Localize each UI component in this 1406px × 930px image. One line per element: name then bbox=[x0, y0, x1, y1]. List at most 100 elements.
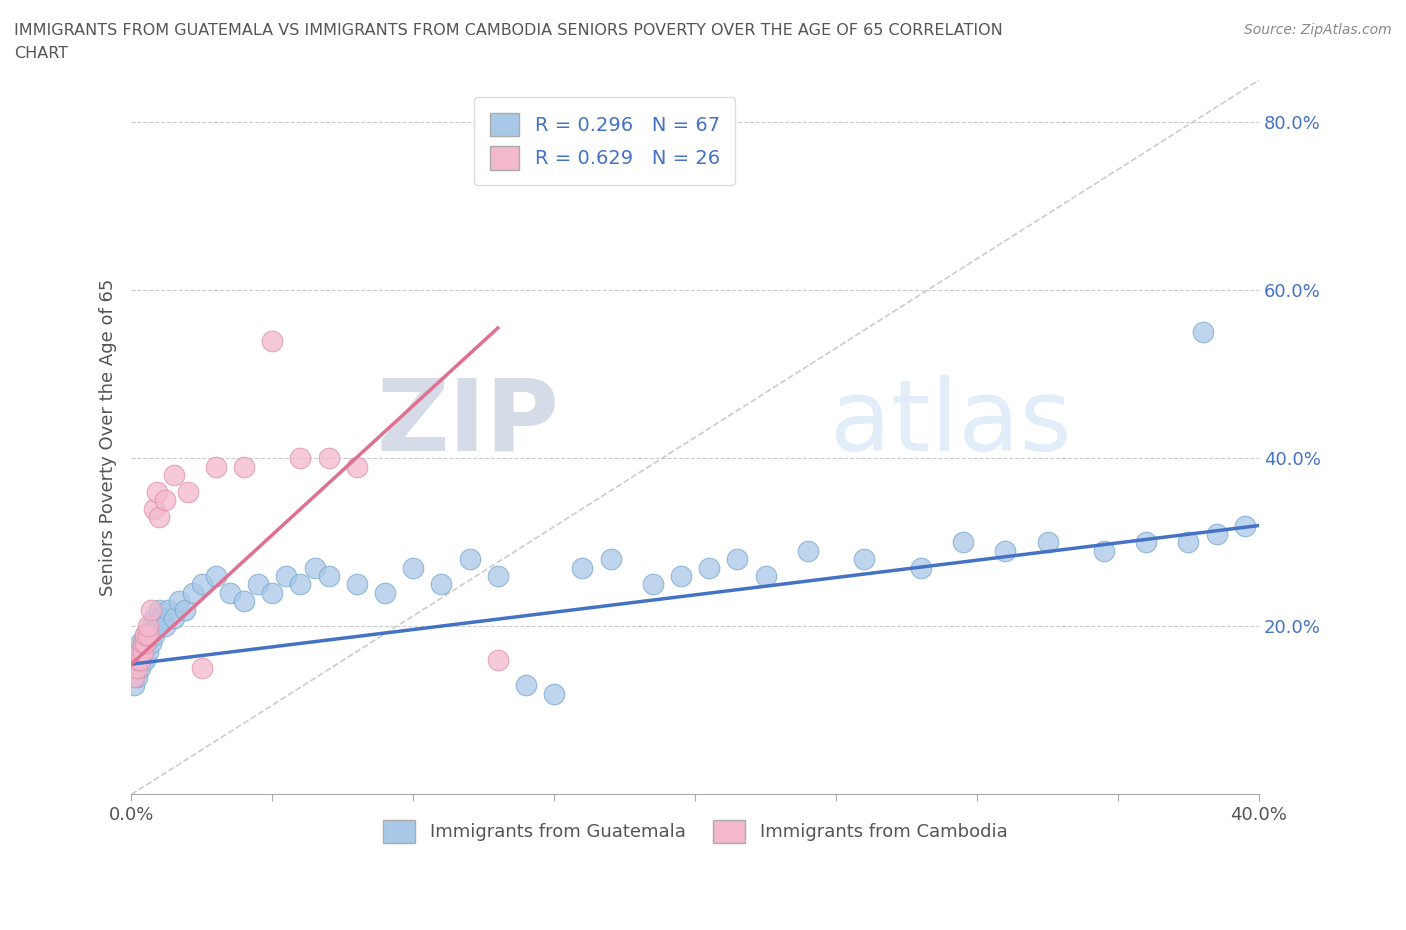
Point bbox=[205, 459, 228, 474]
Point bbox=[125, 670, 148, 684]
Point bbox=[910, 560, 932, 575]
Point bbox=[1205, 526, 1227, 541]
Text: CHART: CHART bbox=[14, 46, 67, 61]
Point bbox=[755, 568, 778, 583]
Point bbox=[145, 485, 167, 499]
Point bbox=[276, 568, 298, 583]
Point bbox=[162, 468, 184, 483]
Point bbox=[139, 602, 162, 617]
Point bbox=[125, 653, 148, 668]
Point bbox=[167, 593, 190, 608]
Point bbox=[219, 585, 242, 600]
Point bbox=[486, 568, 509, 583]
Point bbox=[1135, 535, 1157, 550]
Point bbox=[139, 619, 162, 634]
Point bbox=[1191, 325, 1213, 339]
Point bbox=[134, 653, 156, 668]
Point bbox=[318, 568, 340, 583]
Point bbox=[599, 551, 621, 566]
Point bbox=[797, 543, 820, 558]
Point bbox=[262, 333, 284, 348]
Point bbox=[131, 644, 153, 659]
Point bbox=[515, 678, 537, 693]
Point bbox=[1177, 535, 1199, 550]
Point bbox=[262, 585, 284, 600]
Point bbox=[233, 459, 256, 474]
Point bbox=[571, 560, 593, 575]
Point bbox=[374, 585, 396, 600]
Point bbox=[486, 653, 509, 668]
Point bbox=[134, 628, 156, 643]
Point bbox=[205, 568, 228, 583]
Point bbox=[150, 611, 173, 626]
Point bbox=[697, 560, 720, 575]
Point bbox=[136, 628, 159, 643]
Point bbox=[136, 628, 159, 643]
Point bbox=[122, 678, 145, 693]
Point bbox=[139, 636, 162, 651]
Point bbox=[156, 602, 179, 617]
Point bbox=[543, 686, 565, 701]
Point bbox=[142, 501, 165, 516]
Point bbox=[128, 644, 150, 659]
Point bbox=[134, 636, 156, 651]
Text: IMMIGRANTS FROM GUATEMALA VS IMMIGRANTS FROM CAMBODIA SENIORS POVERTY OVER THE A: IMMIGRANTS FROM GUATEMALA VS IMMIGRANTS … bbox=[14, 23, 1002, 38]
Point bbox=[1092, 543, 1115, 558]
Point bbox=[131, 636, 153, 651]
Point bbox=[134, 628, 156, 643]
Point bbox=[173, 602, 195, 617]
Point bbox=[233, 593, 256, 608]
Legend: Immigrants from Guatemala, Immigrants from Cambodia: Immigrants from Guatemala, Immigrants fr… bbox=[375, 813, 1015, 850]
Point bbox=[641, 577, 664, 591]
Point bbox=[125, 653, 148, 668]
Point bbox=[1233, 518, 1256, 533]
Point bbox=[125, 661, 148, 676]
Point bbox=[131, 653, 153, 668]
Point bbox=[148, 510, 170, 525]
Point bbox=[136, 619, 159, 634]
Point bbox=[304, 560, 326, 575]
Point bbox=[190, 661, 212, 676]
Point bbox=[145, 619, 167, 634]
Y-axis label: Seniors Poverty Over the Age of 65: Seniors Poverty Over the Age of 65 bbox=[100, 279, 117, 596]
Text: ZIP: ZIP bbox=[377, 375, 560, 472]
Point bbox=[346, 577, 368, 591]
Point bbox=[128, 653, 150, 668]
Point bbox=[131, 644, 153, 659]
Point bbox=[134, 636, 156, 651]
Point bbox=[136, 644, 159, 659]
Point bbox=[122, 670, 145, 684]
Point bbox=[458, 551, 481, 566]
Point bbox=[142, 611, 165, 626]
Point bbox=[176, 485, 198, 499]
Point bbox=[181, 585, 204, 600]
Point bbox=[128, 644, 150, 659]
Point bbox=[125, 644, 148, 659]
Point bbox=[290, 451, 312, 466]
Point bbox=[430, 577, 453, 591]
Point bbox=[290, 577, 312, 591]
Point bbox=[669, 568, 692, 583]
Text: Source: ZipAtlas.com: Source: ZipAtlas.com bbox=[1244, 23, 1392, 37]
Point bbox=[128, 636, 150, 651]
Point bbox=[725, 551, 748, 566]
Point bbox=[952, 535, 974, 550]
Point bbox=[318, 451, 340, 466]
Point bbox=[148, 611, 170, 626]
Point bbox=[122, 661, 145, 676]
Point bbox=[994, 543, 1017, 558]
Point bbox=[131, 636, 153, 651]
Point bbox=[128, 661, 150, 676]
Point bbox=[142, 628, 165, 643]
Point bbox=[190, 577, 212, 591]
Point bbox=[346, 459, 368, 474]
Point bbox=[853, 551, 876, 566]
Point bbox=[153, 493, 176, 508]
Point bbox=[247, 577, 270, 591]
Point bbox=[153, 619, 176, 634]
Point bbox=[1036, 535, 1059, 550]
Point bbox=[402, 560, 425, 575]
Point bbox=[148, 602, 170, 617]
Point bbox=[162, 611, 184, 626]
Text: atlas: atlas bbox=[831, 375, 1071, 472]
